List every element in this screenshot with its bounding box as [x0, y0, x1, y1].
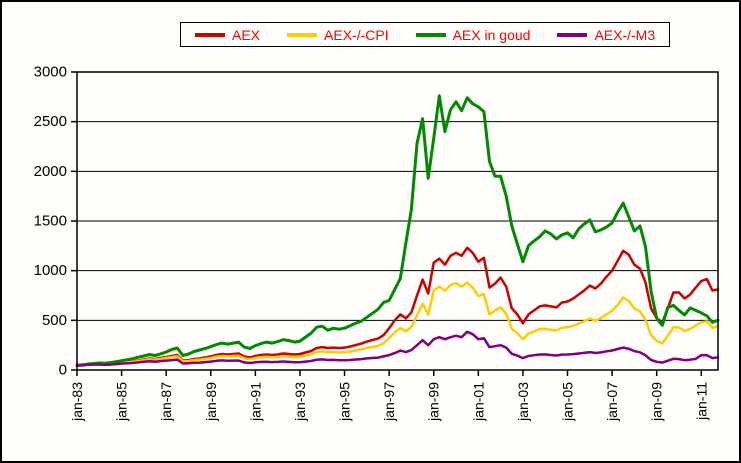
series-line-2 — [75, 94, 720, 367]
series-lines — [75, 94, 720, 367]
x-tick-label: jan-01 — [470, 382, 486, 422]
gridlines — [77, 71, 718, 371]
x-tick-label: jan-09 — [649, 382, 665, 422]
y-tick-label: 1000 — [34, 262, 67, 279]
x-tick-label: jan-91 — [247, 382, 263, 422]
y-tick-label: 1500 — [34, 213, 67, 230]
x-tick-label: jan-89 — [203, 382, 219, 422]
legend-item-1: AEX-/-CPI — [287, 28, 389, 42]
y-tick-label: 3000 — [34, 64, 67, 81]
legend-item-2: AEX in goud — [415, 26, 531, 43]
legend-item-0: AEX — [195, 28, 260, 42]
plot-border — [76, 71, 719, 371]
x-tick-label: jan-97 — [381, 382, 397, 422]
legend-swatch-line — [557, 32, 588, 37]
legend-swatch-line — [195, 32, 225, 37]
x-tick-label: jan-07 — [604, 382, 620, 422]
x-tick-label: jan-11 — [693, 382, 709, 421]
x-tick-label: jan-99 — [426, 382, 442, 422]
legend: AEX AEX-/-CPI AEX in goud AEX-/-M3 — [180, 22, 671, 47]
legend-swatch-line — [287, 32, 318, 37]
x-tick-label: jan-87 — [158, 382, 174, 422]
series-line-3 — [75, 330, 720, 367]
y-tick-label: 2500 — [34, 113, 67, 130]
legend-label: AEX-/-CPI — [324, 26, 389, 43]
x-tick-label: jan-03 — [515, 382, 531, 422]
legend-label: AEX-/-M3 — [594, 26, 656, 43]
y-tick-label: 0 — [59, 362, 67, 379]
x-axis-tick-labels: jan-83 jan-85 jan-87 jan-89 jan-91 jan-93 jan-… — [69, 382, 709, 422]
x-tick-label: jan-85 — [114, 382, 130, 422]
y-axis-tick-labels: 0 500 1000 1500 2000 2500 3000 — [34, 64, 67, 379]
legend-label: AEX — [232, 26, 261, 43]
series-line-1 — [75, 281, 720, 367]
x-tick-label: jan-05 — [560, 382, 576, 422]
x-tick-label: jan-83 — [69, 382, 85, 422]
y-tick-label: 500 — [42, 312, 67, 329]
legend-swatch-line — [415, 32, 446, 37]
y-tick-label: 2000 — [34, 163, 67, 180]
x-tick-label: jan-95 — [337, 382, 353, 422]
axes — [71, 71, 719, 376]
legend-item-3: AEX-/-M3 — [557, 28, 655, 42]
legend-label: AEX in goud — [452, 26, 531, 43]
x-tick-label: jan-93 — [292, 382, 308, 422]
